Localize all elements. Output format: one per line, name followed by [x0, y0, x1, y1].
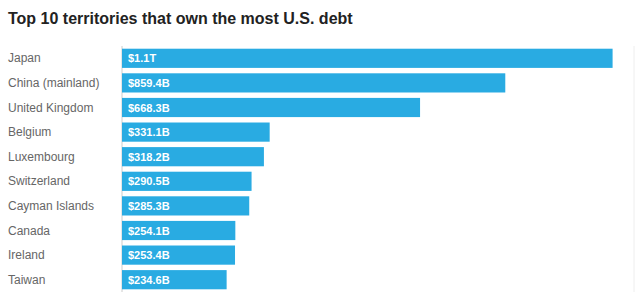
bar: [122, 221, 235, 240]
bar: [122, 196, 249, 215]
data-label: $1.1T: [128, 52, 156, 64]
bar: [122, 270, 227, 289]
category-label: Taiwan: [8, 273, 45, 287]
category-label: Belgium: [8, 125, 51, 139]
category-label: Canada: [8, 224, 50, 238]
title: Top 10 territories that own the most U.S…: [8, 10, 353, 27]
chart-container: Top 10 territories that own the most U.S…: [0, 0, 644, 299]
category-label: Ireland: [8, 248, 45, 262]
bars: [122, 49, 613, 290]
data-label: $254.1B: [128, 225, 170, 237]
category-label: China (mainland): [8, 76, 99, 90]
bar: [122, 49, 613, 68]
data-label: $318.2B: [128, 151, 170, 163]
data-label: $668.3B: [128, 102, 170, 114]
bar: [122, 172, 252, 191]
data-label: $290.5B: [128, 175, 170, 187]
bar: [122, 123, 270, 142]
labels: Japan $1.1T China (mainland) $859.4B United …: [8, 51, 170, 286]
category-label: Japan: [8, 51, 41, 65]
data-label: $285.3B: [128, 200, 170, 212]
bar: [122, 98, 420, 117]
range-end-line: [634, 46, 635, 292]
bar: [122, 147, 264, 166]
category-label: Switzerland: [8, 174, 70, 188]
data-label: $859.4B: [128, 77, 170, 89]
category-label: Cayman Islands: [8, 199, 94, 213]
bar: [122, 73, 505, 92]
data-label: $234.6B: [128, 274, 170, 286]
data-label: $331.1B: [128, 126, 170, 138]
category-label: Luxembourg: [8, 150, 75, 164]
data-label: $253.4B: [128, 249, 170, 261]
bar: [122, 246, 235, 265]
chart-svg: Top 10 territories that own the most U.S…: [0, 0, 644, 299]
category-label: United Kingdom: [8, 101, 93, 115]
